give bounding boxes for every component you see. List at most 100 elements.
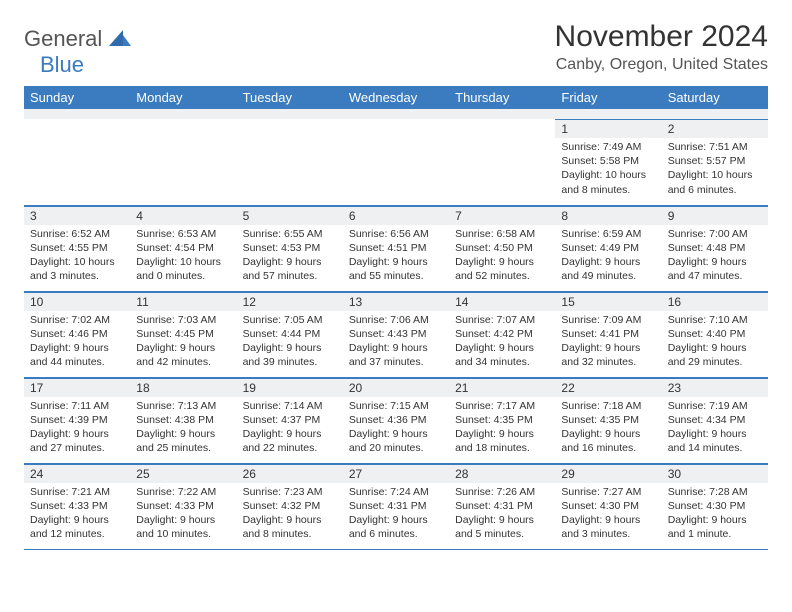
day-details: Sunrise: 7:21 AMSunset: 4:33 PMDaylight:… xyxy=(24,483,130,546)
day-number: 17 xyxy=(24,378,130,397)
calendar-day: 18Sunrise: 7:13 AMSunset: 4:38 PMDayligh… xyxy=(130,377,236,463)
calendar-day: 25Sunrise: 7:22 AMSunset: 4:33 PMDayligh… xyxy=(130,463,236,549)
day-number: 24 xyxy=(24,464,130,483)
day-header: Monday xyxy=(130,86,236,109)
calendar-day: 20Sunrise: 7:15 AMSunset: 4:36 PMDayligh… xyxy=(343,377,449,463)
day-number: 18 xyxy=(130,378,236,397)
calendar-table: SundayMondayTuesdayWednesdayThursdayFrid… xyxy=(24,86,768,550)
day-header: Tuesday xyxy=(237,86,343,109)
day-details: Sunrise: 7:28 AMSunset: 4:30 PMDaylight:… xyxy=(662,483,768,546)
day-details: Sunrise: 7:02 AMSunset: 4:46 PMDaylight:… xyxy=(24,311,130,374)
day-number: 6 xyxy=(343,206,449,225)
day-number: 27 xyxy=(343,464,449,483)
day-number: 13 xyxy=(343,292,449,311)
day-header: Saturday xyxy=(662,86,768,109)
day-header: Friday xyxy=(555,86,661,109)
calendar-day: 26Sunrise: 7:23 AMSunset: 4:32 PMDayligh… xyxy=(237,463,343,549)
calendar-day: 3Sunrise: 6:52 AMSunset: 4:55 PMDaylight… xyxy=(24,205,130,291)
day-details: Sunrise: 7:17 AMSunset: 4:35 PMDaylight:… xyxy=(449,397,555,460)
calendar-day: 6Sunrise: 6:56 AMSunset: 4:51 PMDaylight… xyxy=(343,205,449,291)
day-details: Sunrise: 7:23 AMSunset: 4:32 PMDaylight:… xyxy=(237,483,343,546)
day-details: Sunrise: 6:52 AMSunset: 4:55 PMDaylight:… xyxy=(24,225,130,288)
day-number: 26 xyxy=(237,464,343,483)
calendar-day: 13Sunrise: 7:06 AMSunset: 4:43 PMDayligh… xyxy=(343,291,449,377)
calendar-day: 30Sunrise: 7:28 AMSunset: 4:30 PMDayligh… xyxy=(662,463,768,549)
day-number: 3 xyxy=(24,206,130,225)
calendar-week: 3Sunrise: 6:52 AMSunset: 4:55 PMDaylight… xyxy=(24,205,768,291)
day-number: 15 xyxy=(555,292,661,311)
day-details: Sunrise: 7:51 AMSunset: 5:57 PMDaylight:… xyxy=(662,138,768,201)
calendar-day: 7Sunrise: 6:58 AMSunset: 4:50 PMDaylight… xyxy=(449,205,555,291)
calendar-day: 22Sunrise: 7:18 AMSunset: 4:35 PMDayligh… xyxy=(555,377,661,463)
day-details: Sunrise: 7:09 AMSunset: 4:41 PMDaylight:… xyxy=(555,311,661,374)
day-number: 5 xyxy=(237,206,343,225)
calendar-day: 4Sunrise: 6:53 AMSunset: 4:54 PMDaylight… xyxy=(130,205,236,291)
calendar-day: 17Sunrise: 7:11 AMSunset: 4:39 PMDayligh… xyxy=(24,377,130,463)
day-number: 14 xyxy=(449,292,555,311)
calendar-week: 10Sunrise: 7:02 AMSunset: 4:46 PMDayligh… xyxy=(24,291,768,377)
calendar-day: 29Sunrise: 7:27 AMSunset: 4:30 PMDayligh… xyxy=(555,463,661,549)
calendar-day-empty xyxy=(24,119,130,205)
day-number: 20 xyxy=(343,378,449,397)
calendar-day: 28Sunrise: 7:26 AMSunset: 4:31 PMDayligh… xyxy=(449,463,555,549)
day-details: Sunrise: 6:56 AMSunset: 4:51 PMDaylight:… xyxy=(343,225,449,288)
day-number: 30 xyxy=(662,464,768,483)
day-details: Sunrise: 7:11 AMSunset: 4:39 PMDaylight:… xyxy=(24,397,130,460)
calendar-day: 12Sunrise: 7:05 AMSunset: 4:44 PMDayligh… xyxy=(237,291,343,377)
day-details: Sunrise: 6:59 AMSunset: 4:49 PMDaylight:… xyxy=(555,225,661,288)
logo-text-general: General xyxy=(24,26,102,51)
day-details: Sunrise: 7:10 AMSunset: 4:40 PMDaylight:… xyxy=(662,311,768,374)
day-details: Sunrise: 7:22 AMSunset: 4:33 PMDaylight:… xyxy=(130,483,236,546)
day-number: 22 xyxy=(555,378,661,397)
title-block: November 2024 Canby, Oregon, United Stat… xyxy=(555,20,768,74)
calendar-day: 24Sunrise: 7:21 AMSunset: 4:33 PMDayligh… xyxy=(24,463,130,549)
day-details: Sunrise: 7:13 AMSunset: 4:38 PMDaylight:… xyxy=(130,397,236,460)
day-details: Sunrise: 7:05 AMSunset: 4:44 PMDaylight:… xyxy=(237,311,343,374)
calendar-day-empty xyxy=(449,119,555,205)
calendar-day: 16Sunrise: 7:10 AMSunset: 4:40 PMDayligh… xyxy=(662,291,768,377)
day-details: Sunrise: 7:14 AMSunset: 4:37 PMDaylight:… xyxy=(237,397,343,460)
calendar-day: 15Sunrise: 7:09 AMSunset: 4:41 PMDayligh… xyxy=(555,291,661,377)
page-subtitle: Canby, Oregon, United States xyxy=(555,56,768,74)
day-details: Sunrise: 7:06 AMSunset: 4:43 PMDaylight:… xyxy=(343,311,449,374)
day-details: Sunrise: 7:24 AMSunset: 4:31 PMDaylight:… xyxy=(343,483,449,546)
day-header-row: SundayMondayTuesdayWednesdayThursdayFrid… xyxy=(24,86,768,109)
calendar-day: 27Sunrise: 7:24 AMSunset: 4:31 PMDayligh… xyxy=(343,463,449,549)
day-header: Sunday xyxy=(24,86,130,109)
calendar-day: 11Sunrise: 7:03 AMSunset: 4:45 PMDayligh… xyxy=(130,291,236,377)
calendar-day: 14Sunrise: 7:07 AMSunset: 4:42 PMDayligh… xyxy=(449,291,555,377)
day-number: 1 xyxy=(555,119,661,138)
day-details: Sunrise: 7:00 AMSunset: 4:48 PMDaylight:… xyxy=(662,225,768,288)
day-details: Sunrise: 7:15 AMSunset: 4:36 PMDaylight:… xyxy=(343,397,449,460)
day-details: Sunrise: 7:19 AMSunset: 4:34 PMDaylight:… xyxy=(662,397,768,460)
calendar-week: 17Sunrise: 7:11 AMSunset: 4:39 PMDayligh… xyxy=(24,377,768,463)
day-number: 21 xyxy=(449,378,555,397)
calendar-day: 21Sunrise: 7:17 AMSunset: 4:35 PMDayligh… xyxy=(449,377,555,463)
day-number: 19 xyxy=(237,378,343,397)
day-number: 2 xyxy=(662,119,768,138)
calendar-week: 24Sunrise: 7:21 AMSunset: 4:33 PMDayligh… xyxy=(24,463,768,549)
calendar-day-empty xyxy=(343,119,449,205)
calendar-week: 1Sunrise: 7:49 AMSunset: 5:58 PMDaylight… xyxy=(24,119,768,205)
calendar-day: 23Sunrise: 7:19 AMSunset: 4:34 PMDayligh… xyxy=(662,377,768,463)
day-number: 25 xyxy=(130,464,236,483)
day-details: Sunrise: 7:27 AMSunset: 4:30 PMDaylight:… xyxy=(555,483,661,546)
day-number: 29 xyxy=(555,464,661,483)
day-number: 12 xyxy=(237,292,343,311)
calendar-day: 10Sunrise: 7:02 AMSunset: 4:46 PMDayligh… xyxy=(24,291,130,377)
day-details: Sunrise: 7:26 AMSunset: 4:31 PMDaylight:… xyxy=(449,483,555,546)
calendar-day-empty xyxy=(130,119,236,205)
calendar-day: 8Sunrise: 6:59 AMSunset: 4:49 PMDaylight… xyxy=(555,205,661,291)
day-number: 7 xyxy=(449,206,555,225)
day-number: 9 xyxy=(662,206,768,225)
page-title: November 2024 xyxy=(555,20,768,54)
day-number: 16 xyxy=(662,292,768,311)
day-number: 23 xyxy=(662,378,768,397)
day-number: 11 xyxy=(130,292,236,311)
calendar-day: 5Sunrise: 6:55 AMSunset: 4:53 PMDaylight… xyxy=(237,205,343,291)
calendar-day: 9Sunrise: 7:00 AMSunset: 4:48 PMDaylight… xyxy=(662,205,768,291)
day-number: 28 xyxy=(449,464,555,483)
day-number: 8 xyxy=(555,206,661,225)
calendar-day: 2Sunrise: 7:51 AMSunset: 5:57 PMDaylight… xyxy=(662,119,768,205)
header: General Blue November 2024 Canby, Oregon… xyxy=(24,20,768,78)
